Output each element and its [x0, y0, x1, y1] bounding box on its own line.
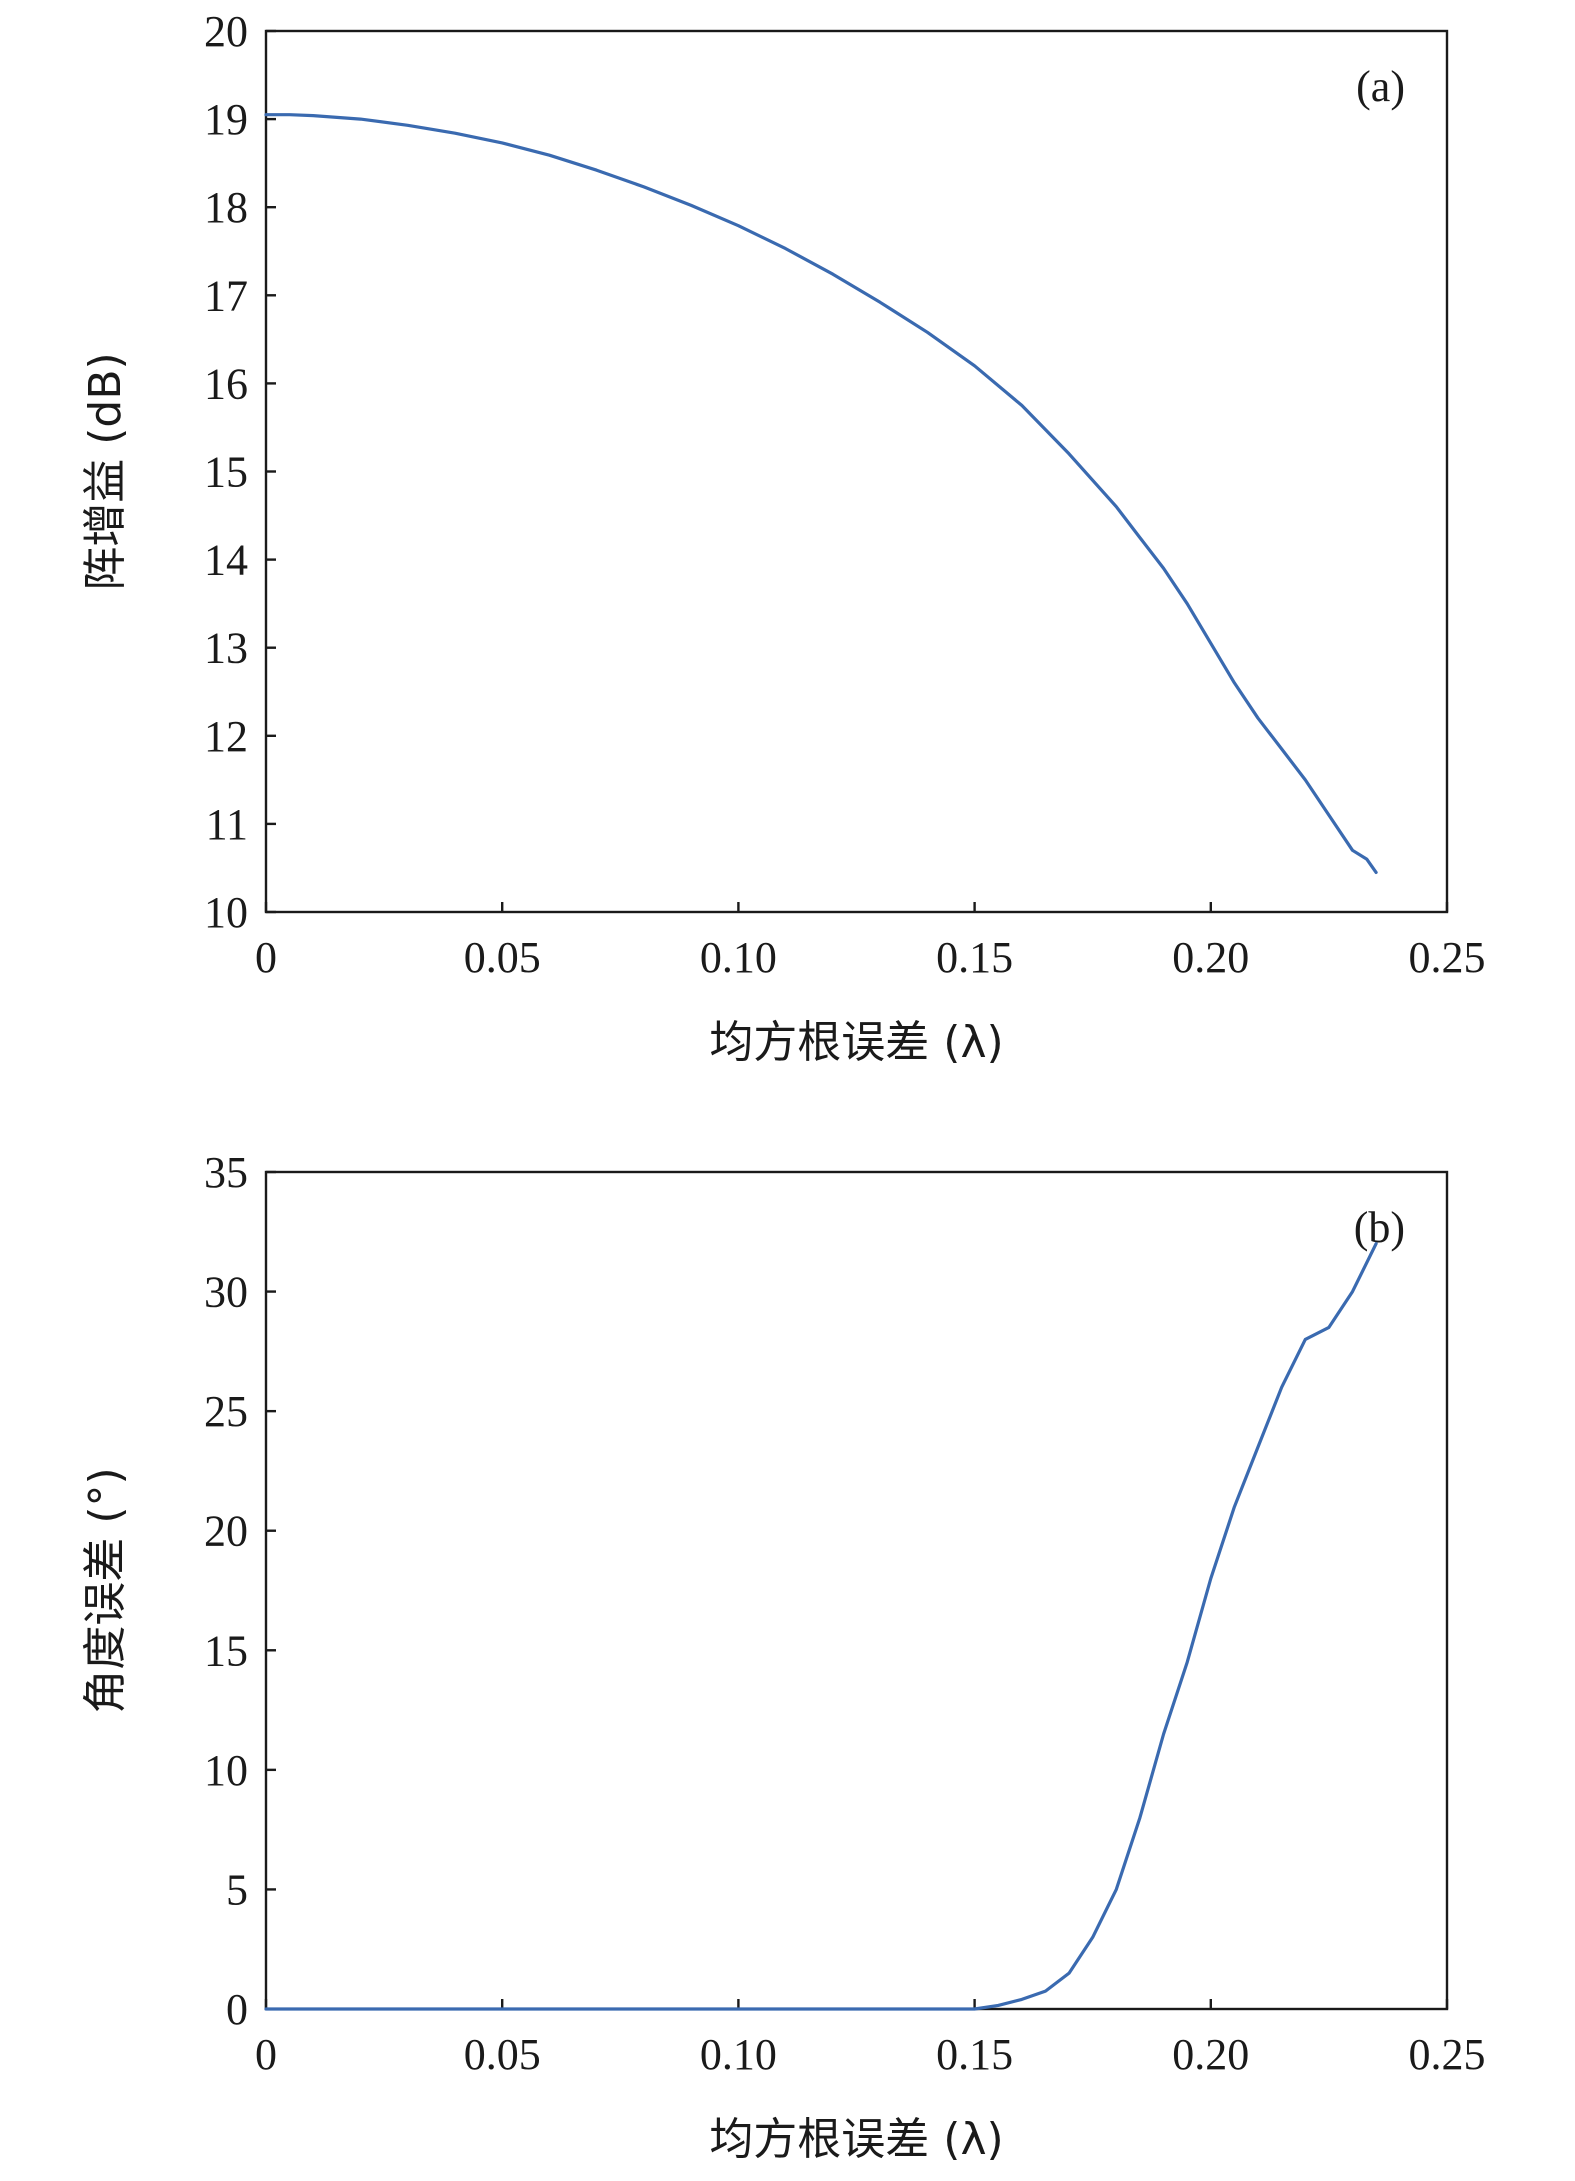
- plot-frame: [264, 29, 1449, 914]
- panel-a-chart: 0 0.05 0.10 0.15 0.20 0.25 10 11 12 13 14 15 16 17 18 1…: [80, 7, 1486, 1068]
- y-tick-label: 11: [206, 800, 248, 849]
- x-tick-label: 0.25: [1409, 933, 1486, 982]
- y-tick-label: 20: [204, 7, 248, 56]
- x-tick-label: 0.05: [464, 2030, 541, 2079]
- x-tick-label: 0.10: [700, 2030, 777, 2079]
- y-tick-label: 18: [204, 183, 248, 232]
- y-tick-label: 35: [204, 1148, 248, 1197]
- series-line: [264, 1242, 1378, 2011]
- x-axis-label: 均方根误差 (λ): [709, 2114, 1003, 2165]
- x-tick-label: 0.15: [936, 2030, 1013, 2079]
- x-tick-label: 0: [255, 933, 277, 982]
- y-tick-label: 10: [204, 888, 248, 937]
- x-tick-label: 0: [255, 2030, 277, 2079]
- y-tick-label: 20: [204, 1507, 248, 1556]
- y-tick-label: 25: [204, 1387, 248, 1436]
- y-tick-label: 14: [204, 536, 248, 585]
- x-tick-label: 0.05: [464, 933, 541, 982]
- x-tick-label: 0.20: [1172, 2030, 1249, 2079]
- x-tick-label: 0.15: [936, 933, 1013, 982]
- panel-tag-a: (a): [1356, 62, 1405, 111]
- panel-b-chart: 0 0.05 0.10 0.15 0.20 0.25 0 5 10 15 20 25 30 35 均方根误差…: [80, 1148, 1486, 2165]
- y-tick-label: 15: [204, 1626, 248, 1675]
- y-tick-label: 0: [226, 1985, 248, 2034]
- panel-tag-b: (b): [1354, 1203, 1405, 1252]
- y-axis-label: 角度误差 (°): [80, 1467, 131, 1713]
- y-tick-label: 17: [204, 271, 248, 320]
- y-tick-label: 19: [204, 95, 248, 144]
- x-tick-label: 0.10: [700, 933, 777, 982]
- y-tick-label: 16: [204, 359, 248, 408]
- plot-frame: [264, 1170, 1449, 2011]
- y-axis-label: 阵增益 (dB): [80, 352, 131, 590]
- y-tick-label: 12: [204, 712, 248, 761]
- y-tick-label: 30: [204, 1268, 248, 1317]
- x-tick-label: 0.20: [1172, 933, 1249, 982]
- y-tick-label: 15: [204, 448, 248, 497]
- x-tick-label: 0.25: [1409, 2030, 1486, 2079]
- series-line: [264, 113, 1378, 875]
- y-tick-label: 13: [204, 624, 248, 673]
- x-axis-label: 均方根误差 (λ): [709, 1017, 1003, 1068]
- y-tick-label: 5: [226, 1865, 248, 1914]
- y-tick-label: 10: [204, 1746, 248, 1795]
